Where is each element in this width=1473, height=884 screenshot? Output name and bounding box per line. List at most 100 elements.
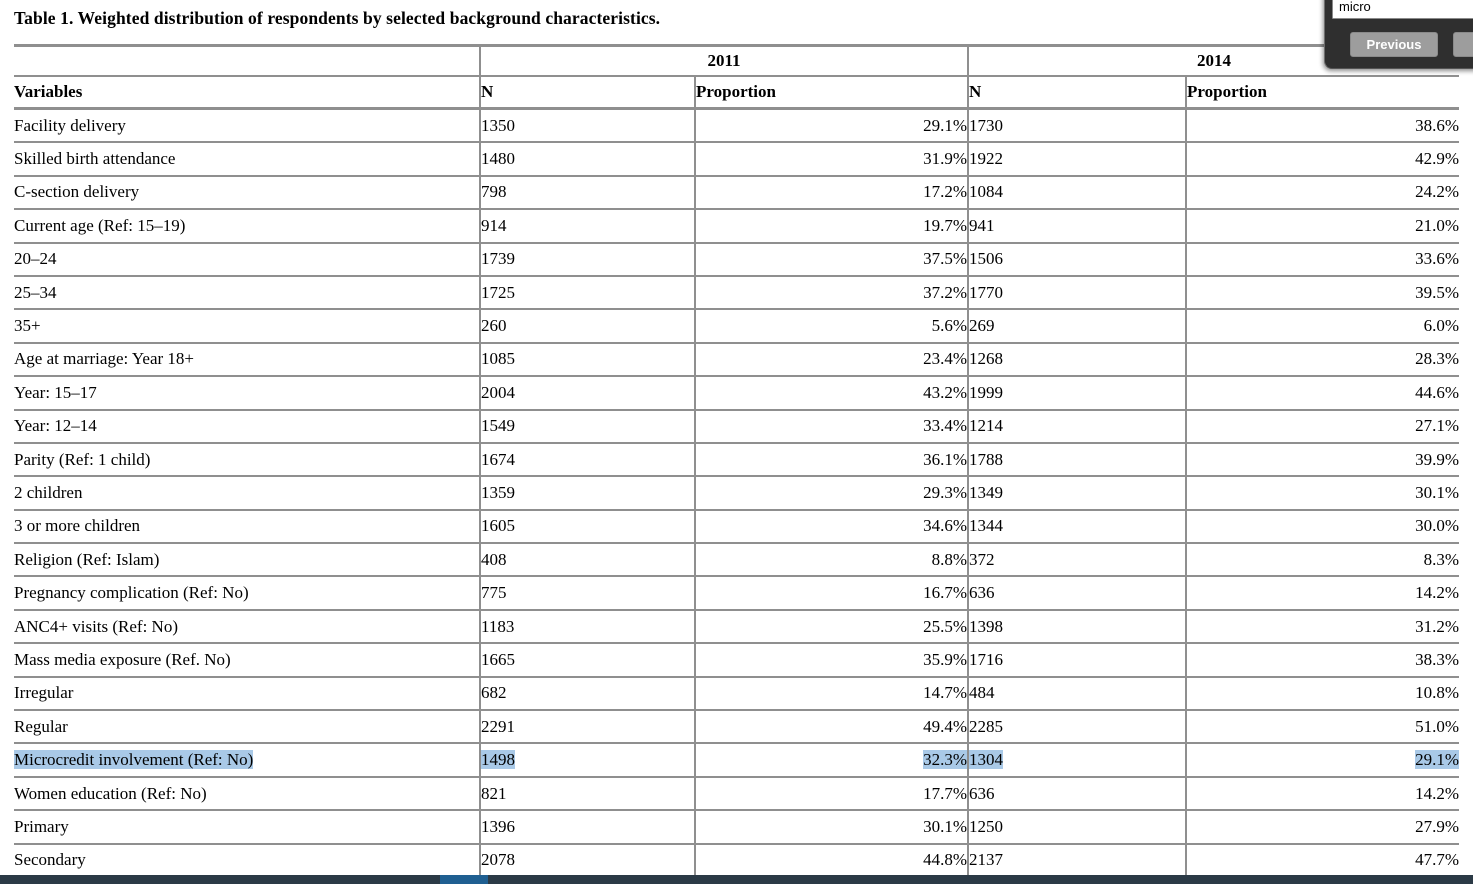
table-cell: 2 children <box>14 476 480 511</box>
cell-text: 42.9% <box>1415 149 1459 169</box>
table-cell: 1359 <box>479 476 695 511</box>
cell-text: 28.3% <box>1415 349 1459 369</box>
cell-text: 1085 <box>481 349 515 369</box>
cell-text: 44.6% <box>1415 382 1459 402</box>
cell-text: Religion (Ref: Islam) <box>14 549 160 569</box>
table-cell: 33.6% <box>1185 242 1459 277</box>
table-cell: 51.0% <box>1185 710 1459 745</box>
table-cell: 2078 <box>479 843 695 878</box>
table-cell: Mass media exposure (Ref. No) <box>14 643 480 678</box>
table-cell: C-section delivery <box>14 175 480 211</box>
table-cell: 30.1% <box>694 810 968 845</box>
table-cell: 1398 <box>967 609 1186 645</box>
cell-text: Skilled birth attendance <box>14 149 176 169</box>
cell-text: 1396 <box>481 816 515 836</box>
table-cell: 798 <box>479 175 695 211</box>
table-cell: Irregular <box>14 676 480 712</box>
table-row: C-section delivery 798 17.2% 1084 24.2% <box>14 175 1459 211</box>
cell-text: 33.6% <box>1415 249 1459 269</box>
cell-text: 1268 <box>969 349 1003 369</box>
cell-text: 2285 <box>969 716 1003 736</box>
table-cell: ANC4+ visits (Ref: No) <box>14 609 480 645</box>
cell-text: Facility delivery <box>14 115 126 135</box>
cell-text: 39.5% <box>1415 282 1459 302</box>
table-cell: 2137 <box>967 843 1186 878</box>
cell-text: 1250 <box>969 816 1003 836</box>
cell-text: 21.0% <box>1415 215 1459 235</box>
table-cell: 14.2% <box>1185 776 1459 812</box>
horizontal-scrollbar[interactable] <box>0 875 1473 884</box>
cell-text: C-section delivery <box>14 182 140 202</box>
cell-text: Mass media exposure (Ref. No) <box>14 649 231 669</box>
table-row: Regular 2291 49.4% 2285 51.0% <box>14 710 1459 745</box>
table-cell: Facility delivery <box>14 108 480 144</box>
table-cell: 38.6% <box>1185 108 1459 144</box>
table-cell: Year: 15–17 <box>14 376 480 411</box>
cell-text: 14.2% <box>1415 583 1459 603</box>
cell-text: 6.0% <box>1423 316 1459 336</box>
table-cell: 14.7% <box>694 676 968 712</box>
table-cell: 914 <box>479 209 695 244</box>
cell-text: 1730 <box>969 115 1003 135</box>
cell-text: 31.9% <box>923 149 967 169</box>
cell-text: 29.3% <box>923 482 967 502</box>
table-cell: 17.7% <box>694 776 968 812</box>
cell-text: 1549 <box>481 416 515 436</box>
previous-button[interactable]: Previous <box>1350 32 1438 57</box>
cell-text: 35.9% <box>923 649 967 669</box>
table-row: Skilled birth attendance 1480 31.9% 1922 42.… <box>14 142 1459 177</box>
search-match-highlight: 1304 <box>969 750 1003 770</box>
search-match-highlight: 32.3% <box>923 750 967 770</box>
table-cell: 8.3% <box>1185 543 1459 578</box>
cell-text: 1665 <box>481 649 515 669</box>
cell-text: 33.4% <box>923 416 967 436</box>
find-input[interactable] <box>1332 0 1473 19</box>
cell-text: 1349 <box>969 482 1003 502</box>
table-cell: Microcredit involvement (Ref: No) <box>14 743 480 778</box>
table-cell: 24.2% <box>1185 175 1459 211</box>
table-cell: 1549 <box>479 409 695 444</box>
cell-text: 1480 <box>481 149 515 169</box>
cell-text: 682 <box>481 683 507 703</box>
table-cell: 1085 <box>479 342 695 378</box>
table-cell: 636 <box>967 576 1186 611</box>
cell-text: 17.7% <box>923 783 967 803</box>
table-cell: 35+ <box>14 309 480 344</box>
table-cell: 1665 <box>479 643 695 678</box>
table-row: Primary 1396 30.1% 1250 27.9% <box>14 810 1459 845</box>
column-header-row: Variables N Proportion N Proportion <box>14 76 1459 110</box>
table-cell: 37.5% <box>694 242 968 277</box>
cell-text: Pregnancy complication (Ref: No) <box>14 583 249 603</box>
table-row: Women education (Ref: No) 821 17.7% 636 14.2… <box>14 776 1459 812</box>
cell-text: Year: 12–14 <box>14 416 97 436</box>
cell-text: 1605 <box>481 516 515 536</box>
scrollbar-thumb[interactable] <box>440 875 488 884</box>
cell-text: 5.6% <box>931 316 967 336</box>
table-cell: 821 <box>479 776 695 812</box>
table-cell: 33.4% <box>694 409 968 444</box>
table-row: Year: 12–14 1549 33.4% 1214 27.1% <box>14 409 1459 444</box>
table-cell: Regular <box>14 710 480 745</box>
cell-text: 30.1% <box>923 816 967 836</box>
table-cell: 20–24 <box>14 242 480 277</box>
cell-text: 3 or more children <box>14 516 141 536</box>
next-button[interactable] <box>1453 32 1473 57</box>
cell-text: 39.9% <box>1415 449 1459 469</box>
cell-text: Regular <box>14 716 68 736</box>
table-cell: Parity (Ref: 1 child) <box>14 442 480 478</box>
table-row: 35+ 260 5.6% 269 6.0% <box>14 309 1459 344</box>
cell-text: 636 <box>969 783 995 803</box>
table-cell: 34.6% <box>694 509 968 545</box>
table-cell: 2004 <box>479 376 695 411</box>
cell-text: 8.8% <box>931 549 967 569</box>
table-cell: 23.4% <box>694 342 968 378</box>
table-body: Facility delivery 1350 29.1% 1730 38.6% Skill… <box>14 108 1459 878</box>
table-row: Secondary 2078 44.8% 2137 47.7% <box>14 843 1459 878</box>
cell-text: 408 <box>481 549 507 569</box>
table-cell: 1214 <box>967 409 1186 444</box>
table-cell: 1350 <box>479 108 695 144</box>
table-cell: 1674 <box>479 442 695 478</box>
table-cell: 35.9% <box>694 643 968 678</box>
table-cell: 5.6% <box>694 309 968 344</box>
group-header-row: 2011 2014 <box>14 44 1459 77</box>
